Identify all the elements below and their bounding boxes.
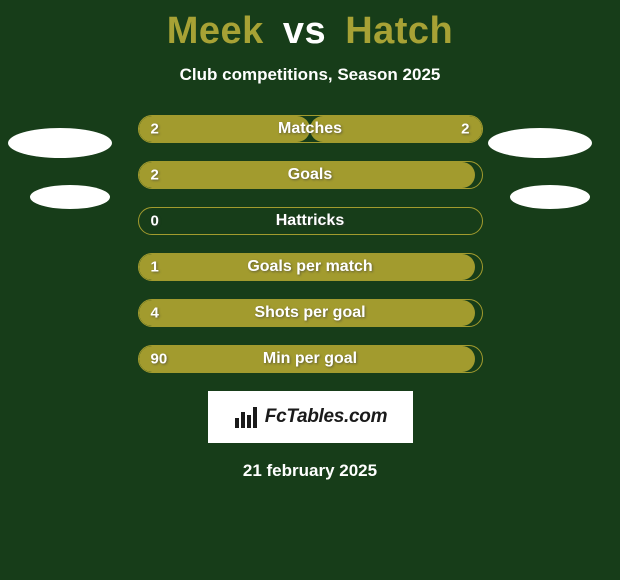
stat-label: Goals per match bbox=[247, 258, 372, 276]
player2-name: Hatch bbox=[345, 10, 453, 52]
stat-label: Hattricks bbox=[276, 212, 344, 230]
stat-row: Matches 2 2 bbox=[138, 115, 483, 143]
stat-row: Goals per match 1 bbox=[138, 253, 483, 281]
stats-area: Matches 2 2 Goals 2 Hattricks 0 Goals per match… bbox=[0, 115, 620, 373]
decorative-ellipse bbox=[30, 185, 110, 209]
stat-label: Min per goal bbox=[263, 350, 357, 368]
logo-text: FcTables.com bbox=[265, 406, 387, 428]
comparison-title: Meek vs Hatch bbox=[0, 0, 620, 53]
stat-label: Matches bbox=[278, 120, 342, 138]
stat-value-right: 2 bbox=[461, 121, 469, 138]
player1-name: Meek bbox=[167, 10, 264, 52]
decorative-ellipse bbox=[8, 128, 112, 158]
fctables-logo: FcTables.com bbox=[208, 391, 413, 443]
stat-label: Shots per goal bbox=[254, 304, 365, 322]
comparison-date: 21 february 2025 bbox=[0, 461, 620, 481]
stat-label: Goals bbox=[288, 166, 332, 184]
stat-value-left: 2 bbox=[151, 121, 159, 138]
competition-subtitle: Club competitions, Season 2025 bbox=[0, 65, 620, 85]
stat-row: Goals 2 bbox=[138, 161, 483, 189]
decorative-ellipse bbox=[488, 128, 592, 158]
stat-value-left: 2 bbox=[151, 167, 159, 184]
stat-value-left: 4 bbox=[151, 305, 159, 322]
stat-row: Hattricks 0 bbox=[138, 207, 483, 235]
stat-value-left: 0 bbox=[151, 213, 159, 230]
stat-row: Shots per goal 4 bbox=[138, 299, 483, 327]
stat-value-left: 1 bbox=[151, 259, 159, 276]
stat-value-left: 90 bbox=[151, 351, 168, 368]
decorative-ellipse bbox=[510, 185, 590, 209]
stat-row: Min per goal 90 bbox=[138, 345, 483, 373]
vs-separator: vs bbox=[283, 10, 326, 52]
bar-chart-icon bbox=[233, 404, 259, 430]
